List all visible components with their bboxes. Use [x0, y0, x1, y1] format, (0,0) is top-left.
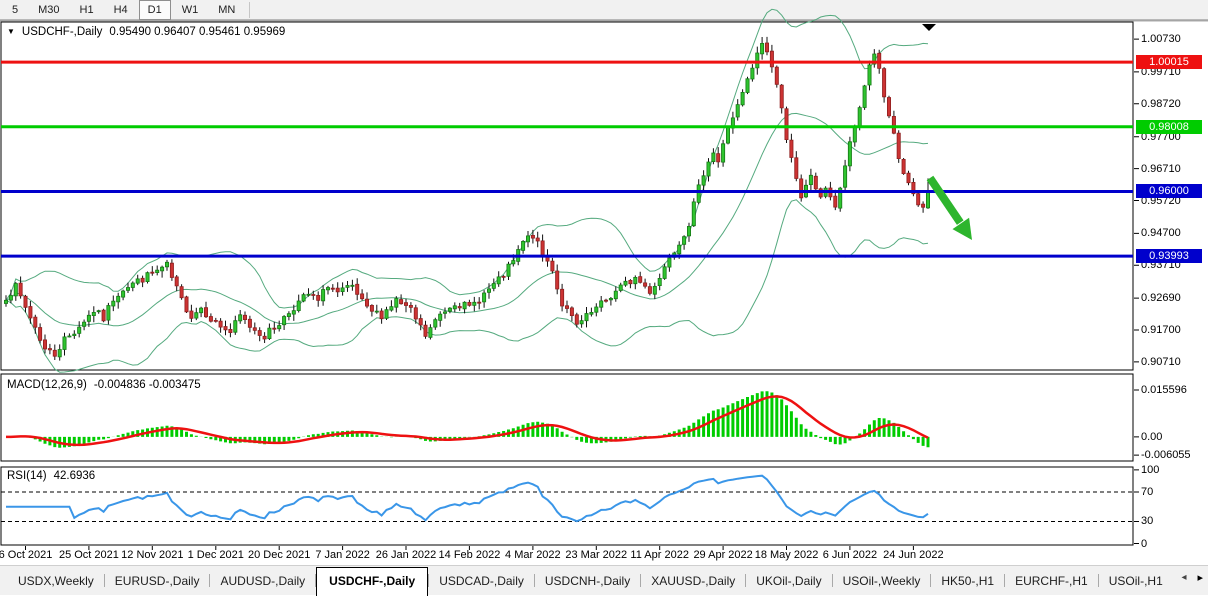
date-tick-label: 7 Jan 2022 — [315, 549, 370, 561]
timeframe-button-h4[interactable]: H4 — [113, 3, 128, 16]
macd-tick-label: 0.00 — [1141, 430, 1163, 443]
timeframe-button-5[interactable]: 5 — [12, 3, 19, 16]
symbol-label: USDCHF-,Daily — [21, 26, 103, 38]
rsi-value: 42.6936 — [53, 470, 96, 482]
macd-name: MACD(12,26,9) — [7, 379, 87, 391]
date-tick-label: 23 Mar 2022 — [565, 549, 628, 561]
price-tick-label: 1.00730 — [1141, 33, 1181, 46]
toolbar-divider — [249, 1, 251, 18]
macd-tick-label: -0.006055 — [1141, 449, 1191, 462]
ohlc-values: 0.95490 0.96407 0.95461 0.95969 — [109, 26, 286, 38]
rsi-indicator-label: RSI(14) 42.6936 — [7, 470, 95, 482]
tab-divider — [930, 574, 932, 587]
tab-hk50-h1[interactable]: HK50-,H1 — [941, 574, 995, 588]
bollinger-lower-band — [5, 199, 929, 373]
window-frame-strip — [0, 20, 1208, 22]
date-tick-label: 18 May 2022 — [754, 549, 819, 561]
tab-divider — [1004, 574, 1006, 587]
rsi-name: RSI(14) — [7, 470, 47, 482]
tab-divider — [428, 574, 430, 587]
price-tick-label: 0.91700 — [1141, 324, 1181, 337]
date-tick-label: 6 Jun 2022 — [822, 549, 878, 561]
macd-tick-label: 0.015596 — [1141, 383, 1187, 396]
macd-panel[interactable] — [0, 373, 1134, 462]
price-level-badge: 0.98008 — [1136, 119, 1202, 134]
dropdown-triangle-icon[interactable]: ▼ — [7, 27, 15, 36]
tab-eurchf-h1[interactable]: EURCHF-,H1 — [1015, 574, 1088, 588]
tab-usdcad-daily[interactable]: USDCAD-,Daily — [439, 574, 524, 588]
tab-divider — [640, 574, 642, 587]
timeframe-button-h1[interactable]: H1 — [79, 3, 94, 16]
tab-scroll-left-icon[interactable]: ◂ — [1181, 572, 1187, 583]
macd-values: -0.004836 -0.003475 — [93, 379, 201, 391]
axis-tick-marks — [25, 38, 1139, 550]
chart-tabs: USDX,Weekly EURUSD-,Daily AUDUSD-,Daily USD… — [0, 566, 1174, 596]
sell-arrow-head[interactable] — [952, 217, 973, 240]
date-tick-label: 12 Nov 2021 — [121, 549, 184, 561]
timeframe-toolbar: 5 M30 H1 H4 D1 W1 MN — [0, 0, 1208, 20]
date-tick-label: 4 Mar 2022 — [505, 549, 561, 561]
rsi-tick-label: 0 — [1141, 537, 1148, 550]
bullish-candles-path — [4, 43, 930, 358]
bearish-candles-path — [18, 42, 926, 357]
date-tick-label: 1 Dec 2021 — [187, 549, 244, 561]
tab-divider — [315, 574, 317, 587]
tab-ukoil-daily[interactable]: UKOil-,Daily — [756, 574, 822, 588]
tab-usdx-weekly[interactable]: USDX,Weekly — [18, 574, 94, 588]
tab-usdcnh-daily[interactable]: USDCNH-,Daily — [544, 574, 631, 588]
rsi-line — [6, 474, 929, 523]
rsi-tick-label: 30 — [1141, 515, 1154, 528]
timeframe-button-w1[interactable]: W1 — [181, 3, 199, 16]
timeframe-button-m30[interactable]: M30 — [38, 3, 60, 16]
price-tick-label: 0.94700 — [1141, 227, 1181, 240]
date-tick-label: 24 Jun 2022 — [883, 549, 944, 561]
date-tick-label: 11 Apr 2022 — [630, 549, 689, 561]
timeframe-button-mn[interactable]: MN — [218, 3, 236, 16]
chart-tab-bar: USDX,Weekly EURUSD-,Daily AUDUSD-,Daily USD… — [0, 565, 1208, 596]
tab-usoil-h1[interactable]: USOil-,H1 — [1108, 574, 1163, 588]
tab-scroll-right-icon[interactable]: ▸ — [1197, 572, 1203, 584]
date-tick-label: 29 Apr 2022 — [693, 549, 753, 561]
rsi-panel[interactable] — [0, 466, 1134, 546]
chart-title: ▼ USDCHF-,Daily 0.95490 0.96407 0.95461 … — [7, 26, 285, 38]
tab-usoil-weekly[interactable]: USOil-,Weekly — [842, 574, 921, 588]
date-tick-label: 20 Dec 2021 — [247, 549, 311, 561]
rsi-tick-label: 70 — [1141, 486, 1154, 499]
tab-eurusd-daily[interactable]: EURUSD-,Daily — [114, 574, 200, 588]
rsi-tick-label: 100 — [1141, 463, 1160, 476]
chart-end-marker-icon — [922, 24, 936, 31]
price-tick-label: 0.96710 — [1141, 162, 1181, 175]
tab-audusd-daily[interactable]: AUDUSD-,Daily — [220, 574, 306, 588]
tab-scroll-buttons: ◂ ▸ — [1181, 571, 1203, 585]
price-tick-label: 0.90710 — [1141, 355, 1181, 368]
bollinger-middle-band — [5, 112, 929, 327]
price-tick-label: 0.92690 — [1141, 292, 1181, 305]
date-tick-label: 25 Oct 2021 — [58, 549, 119, 561]
date-tick-label: 26 Jan 2022 — [375, 549, 437, 561]
tab-divider — [103, 574, 105, 587]
bollinger-upper-band — [5, 8, 929, 309]
date-tick-label: 14 Feb 2022 — [438, 549, 501, 561]
price-level-badge: 1.00015 — [1136, 55, 1202, 70]
macd-indicator-label: MACD(12,26,9) -0.004836 -0.003475 — [7, 379, 201, 391]
macd-signal-line — [6, 395, 929, 447]
tab-usdchf-daily[interactable]: USDCHF-,Daily — [316, 567, 429, 596]
tab-divider — [745, 574, 747, 587]
tab-xauusd-daily[interactable]: XAUUSD-,Daily — [651, 574, 736, 588]
timeframe-button-d1[interactable]: D1 — [138, 0, 171, 20]
price-tick-label: 0.98720 — [1141, 97, 1181, 110]
date-tick-label: 6 Oct 2021 — [0, 549, 53, 561]
price-panel[interactable] — [0, 21, 1134, 371]
tab-divider — [1097, 574, 1099, 587]
tab-divider — [209, 574, 211, 587]
tab-divider — [533, 574, 535, 587]
tab-divider — [831, 574, 833, 587]
sell-arrow-shaft[interactable] — [926, 175, 964, 225]
price-level-badge: 0.93993 — [1136, 249, 1202, 264]
price-level-badge: 0.96000 — [1136, 184, 1202, 199]
